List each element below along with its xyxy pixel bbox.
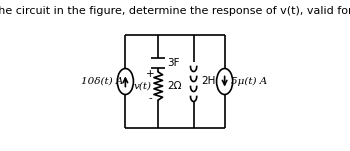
Text: 3F: 3F [167,58,180,68]
Text: 10δ(t) A: 10δ(t) A [80,77,123,86]
Text: +: + [146,69,154,79]
Text: v(t): v(t) [133,82,151,90]
Text: -: - [148,93,152,103]
Text: 2H: 2H [202,77,216,87]
Text: 5μ(t) A: 5μ(t) A [231,77,267,86]
Text: For the circuit in the figure, determine the response of v(t), valid for all t: For the circuit in the figure, determine… [0,6,350,16]
Text: 2Ω: 2Ω [167,81,181,91]
